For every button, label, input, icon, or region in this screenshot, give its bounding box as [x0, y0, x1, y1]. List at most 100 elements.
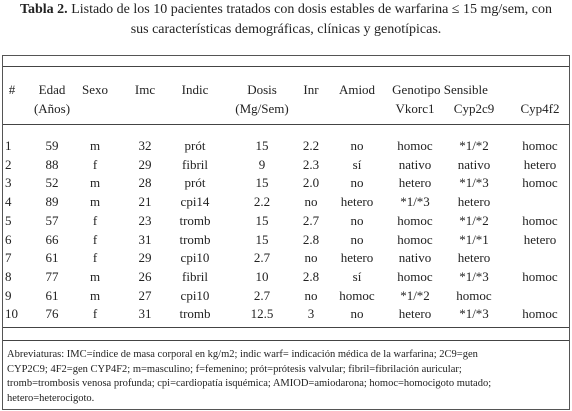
cell: *1/*2: [459, 138, 489, 153]
cell: 52: [45, 175, 59, 191]
cell: 29: [138, 156, 152, 172]
cell: no: [350, 306, 364, 322]
cell: 31: [138, 306, 152, 322]
cell: 8: [5, 268, 12, 284]
column-subheader: Cyp2c9: [453, 101, 495, 116]
cell: hetero: [340, 194, 374, 210]
footnote-line: hetero=heterocigoto.: [7, 392, 95, 404]
cell: 7: [5, 250, 12, 266]
cell: tromb: [179, 306, 211, 322]
cell: 12.5: [250, 306, 274, 322]
cell: no: [304, 194, 318, 210]
cell: *1/*2: [400, 287, 430, 303]
column-header: (Años): [33, 101, 71, 116]
cell: 66: [45, 231, 59, 247]
cell: 28: [138, 175, 152, 191]
cell: no: [350, 138, 364, 153]
cell: 4: [5, 194, 12, 210]
cell: 10: [255, 268, 269, 284]
cell: 2.2: [253, 194, 271, 210]
cell: 10: [5, 306, 18, 322]
cell: 2.2: [302, 138, 320, 153]
footnote-line: Abreviaturas: IMC=índice de masa corpora…: [7, 349, 478, 360]
cell: f: [92, 250, 98, 266]
cell: hetero: [523, 231, 557, 247]
cell: cpi14: [180, 194, 210, 210]
cell: hetero: [340, 250, 374, 266]
cell: fibril: [182, 156, 208, 172]
cell: 3: [307, 306, 315, 322]
cell: homoc: [522, 212, 558, 228]
cell: 77: [45, 268, 59, 284]
cell: 15: [255, 231, 269, 247]
cell: hetero: [398, 175, 432, 191]
cell: 2.7: [253, 250, 271, 266]
column-header: (Mg/Sem): [235, 101, 289, 116]
cell: no: [304, 250, 318, 266]
cell: *1/*3: [459, 306, 489, 322]
cell: tromb: [179, 231, 211, 247]
column-subheader: Cyp4f2: [520, 101, 560, 116]
cell: prót: [184, 175, 206, 191]
cell: 3: [5, 175, 12, 191]
rule: [3, 327, 569, 328]
cell: 88: [45, 156, 59, 172]
cell: *1/*2: [459, 212, 489, 228]
cell: f: [92, 212, 98, 228]
cell: 2.7: [253, 287, 271, 303]
cell: 15: [255, 138, 269, 153]
cell: 2.8: [302, 268, 320, 284]
cell: 9: [258, 156, 266, 172]
cell: *1/*3: [459, 175, 489, 191]
cell: m: [89, 287, 101, 303]
column-header: Amiod: [338, 82, 376, 97]
column-header: Edad: [38, 82, 66, 97]
cell: 1: [5, 138, 12, 153]
cell: homoc: [397, 212, 433, 228]
cell: m: [89, 268, 101, 284]
cell: 57: [45, 212, 59, 228]
column-header: Imc: [134, 82, 156, 97]
cell: prót: [184, 138, 206, 153]
cell: homoc: [397, 138, 433, 153]
cell: 15: [255, 212, 269, 228]
column-header: Indic: [181, 82, 209, 97]
cell: 9: [5, 287, 12, 303]
cell: 5: [5, 212, 12, 228]
cell: homoc: [522, 138, 558, 153]
cell: no: [350, 231, 364, 247]
cell: homoc: [339, 287, 375, 303]
column-header: Sexo: [82, 82, 108, 97]
cell: 76: [45, 306, 59, 322]
cell: hetero: [457, 194, 491, 210]
cell: homoc: [397, 268, 433, 284]
cell: 61: [45, 250, 59, 266]
cell: 61: [45, 287, 59, 303]
cell: fibril: [182, 268, 208, 284]
cell: homoc: [522, 306, 558, 322]
cell: tromb: [179, 212, 211, 228]
rule: [3, 124, 569, 125]
cell: hetero: [398, 306, 432, 322]
cell: no: [350, 175, 364, 191]
cell: nativo: [398, 156, 432, 172]
cell: m: [89, 138, 101, 153]
cell: sí: [352, 156, 362, 172]
cell: hetero: [457, 250, 491, 266]
rule: [3, 66, 569, 67]
cell: homoc: [522, 175, 558, 191]
cell: 2.8: [302, 231, 320, 247]
cell: *1/*3: [459, 268, 489, 284]
cell: homoc: [456, 287, 492, 303]
cell: 26: [138, 268, 152, 284]
cell: 21: [138, 194, 152, 210]
cell: nativo: [457, 156, 491, 172]
cell: m: [89, 175, 101, 191]
cell: *1/*1: [459, 231, 489, 247]
cell: 27: [138, 287, 152, 303]
cell: nativo: [398, 250, 432, 266]
cell: f: [92, 306, 98, 322]
cell: 32: [138, 138, 152, 153]
column-subheader: Vkorc1: [395, 101, 435, 116]
